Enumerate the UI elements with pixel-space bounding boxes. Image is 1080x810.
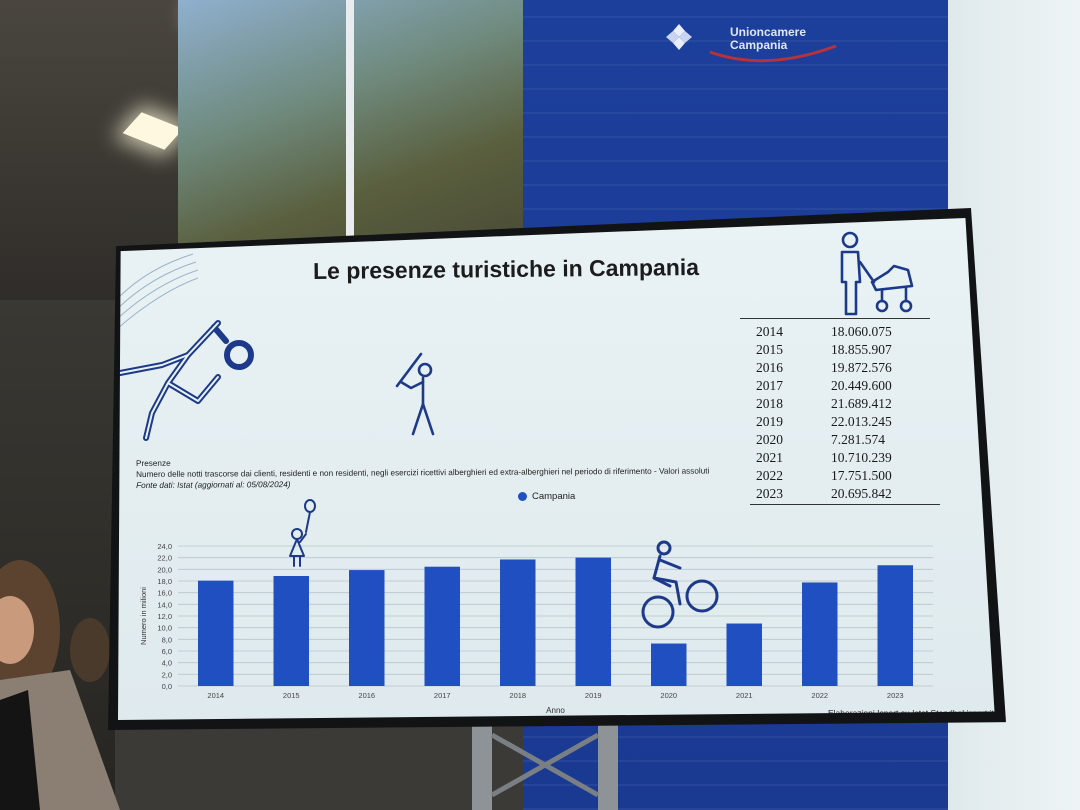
baseball-player-icon: [395, 352, 435, 436]
y-tick-label: 24,0: [157, 542, 172, 551]
table-row: 2015 18.855.907: [756, 342, 931, 360]
legend-label: Campania: [532, 491, 576, 502]
y-tick-label: 6,0: [162, 647, 172, 656]
table-value: 22.013.245: [831, 414, 892, 429]
bar: [575, 557, 611, 686]
brand-line-2: Campania: [730, 38, 788, 52]
table-year: 2017: [756, 378, 783, 393]
table-year: 2021: [756, 450, 783, 465]
table-row: 2016 19.872.576: [756, 360, 931, 378]
table-value: 17.751.500: [831, 468, 892, 483]
table-row: 2021 10.710.239: [756, 450, 931, 468]
unioncamere-logo-icon: [666, 24, 692, 50]
y-tick-label: 12,0: [157, 612, 172, 621]
table-bottom-rule: [750, 504, 940, 505]
y-axis-title: Numero in milioni: [139, 587, 148, 645]
table-year: 2018: [756, 396, 783, 411]
x-tick-label: 2022: [811, 691, 828, 700]
bar: [273, 575, 309, 686]
y-tick-label: 2,0: [162, 670, 172, 679]
table-row: 2020 7.281.574: [756, 432, 931, 450]
child-with-balloon-icon: [289, 499, 316, 567]
bar: [651, 643, 687, 686]
chart-legend: Campania: [518, 491, 575, 502]
x-axis-title: Anno: [546, 706, 565, 715]
brand-line-1: Unioncamere: [730, 25, 807, 39]
contour-lines-icon: [118, 253, 198, 329]
y-tick-label: 0,0: [162, 682, 172, 691]
x-tick-label: 2023: [887, 691, 904, 700]
landscape-photo-panel: [178, 0, 523, 245]
x-tick-label: 2021: [736, 691, 753, 700]
table-value: 20.695.842: [831, 486, 892, 501]
legend-swatch: [518, 492, 527, 501]
x-tick-label: 2018: [509, 691, 526, 700]
x-tick-label: 2016: [358, 691, 375, 700]
table-year: 2019: [756, 414, 783, 429]
table-row: 2019 22.013.245: [756, 414, 931, 432]
y-tick-label: 16,0: [157, 589, 172, 598]
bar: [802, 582, 838, 686]
table-value: 18.060.075: [831, 324, 892, 339]
table-value: 20.449.600: [831, 378, 892, 393]
table-row: 2022 17.751.500: [756, 468, 931, 486]
y-tick-label: 20,0: [157, 565, 172, 574]
bar: [500, 559, 536, 686]
bar-chart: 0,0 2,0 4,0 6,0 8,0 10,0 12,0 14,0 16,0 18,0 20,0 2…: [139, 542, 933, 715]
y-tick-label: 18,0: [157, 577, 172, 586]
table-row: 2023 20.695.842: [756, 486, 931, 504]
x-tick-label: 2017: [434, 691, 451, 700]
y-tick-label: 14,0: [157, 600, 172, 609]
table-year: 2016: [756, 360, 783, 375]
audience-person: [0, 560, 120, 810]
table-value: 7.281.574: [831, 432, 885, 447]
table-year: 2014: [756, 324, 783, 339]
table-year: 2023: [756, 486, 783, 501]
table-value: 19.872.576: [831, 360, 892, 375]
table-row: 2018 21.689.412: [756, 396, 931, 414]
running-person-icon: [118, 320, 254, 441]
x-tick-label: 2020: [660, 691, 677, 700]
slide-title: Le presenze turistiche in Campania: [312, 253, 700, 285]
table-value: 10.710.239: [831, 450, 892, 465]
table-value: 21.689.412: [831, 396, 892, 411]
table-year: 2022: [756, 468, 783, 483]
x-tick-label: 2019: [585, 691, 602, 700]
table-year: 2020: [756, 432, 783, 447]
brand-name: Unioncamere Campania: [730, 26, 806, 52]
panel-divider: [346, 0, 354, 245]
bar: [198, 580, 234, 686]
table-top-rule: [740, 318, 930, 319]
x-tick-label: 2015: [283, 691, 300, 700]
table-year: 2015: [756, 342, 783, 357]
brand-swoosh-icon: [709, 44, 837, 63]
cyclist-icon: [641, 540, 719, 629]
table-value: 18.855.907: [831, 342, 892, 357]
y-tick-label: 10,0: [157, 624, 172, 633]
y-tick-label: 4,0: [162, 659, 172, 668]
bar: [349, 570, 385, 686]
screen-stand: [472, 725, 618, 810]
chart-source: Fonte dati: Istat (aggiornati al: 05/08/…: [136, 480, 291, 490]
table-row: 2017 20.449.600: [756, 378, 931, 396]
presentation-screen: Le presenze turistiche in Campania: [118, 218, 995, 720]
chart-description: Presenze Numero delle notti trascorse da…: [136, 454, 709, 491]
bar: [877, 565, 913, 686]
person-with-stroller-icon: [840, 231, 914, 316]
bar: [726, 623, 762, 686]
table-row: 2014 18.060.075: [756, 324, 931, 342]
bar: [424, 566, 460, 686]
y-tick-label: 22,0: [157, 554, 172, 563]
x-tick-label: 2014: [207, 691, 224, 700]
y-tick-label: 8,0: [162, 635, 172, 644]
